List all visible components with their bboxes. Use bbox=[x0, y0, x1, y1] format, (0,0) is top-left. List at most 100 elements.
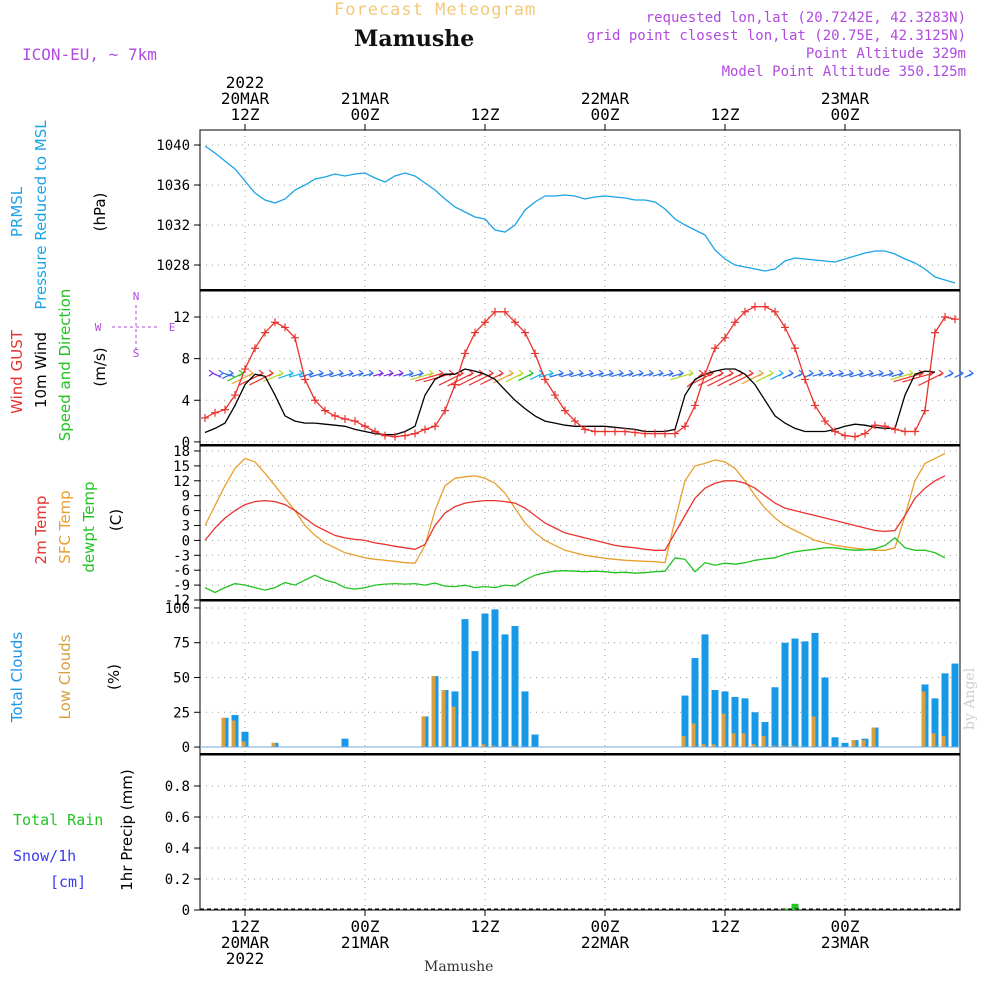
total-cloud-bar bbox=[691, 658, 699, 748]
gust-marker bbox=[951, 315, 959, 324]
gust-marker bbox=[751, 302, 759, 311]
gust-marker bbox=[651, 429, 659, 438]
wind-barb-head bbox=[268, 369, 274, 377]
precip-unit-label: 1hr Precip (mm) bbox=[118, 769, 136, 890]
low-cloud-bar bbox=[511, 745, 516, 748]
temp-2m-line bbox=[204, 475, 946, 551]
total-rain-label: Total Rain bbox=[13, 811, 103, 829]
requested-coords: requested lon,lat (20.7242E, 42.3283N) bbox=[645, 10, 966, 26]
total-cloud-bar bbox=[681, 695, 689, 748]
gust-marker bbox=[441, 406, 449, 415]
bottom-time-label: 00Z bbox=[831, 917, 860, 936]
gust-marker bbox=[901, 427, 909, 436]
wind-barb-head bbox=[908, 369, 914, 377]
wind-barb-head bbox=[628, 369, 634, 377]
gust-marker bbox=[231, 391, 239, 400]
low-cloud-bar bbox=[871, 727, 876, 748]
precipitation-frame bbox=[199, 754, 961, 911]
gust-marker bbox=[281, 323, 289, 332]
wind-barb bbox=[560, 372, 574, 378]
wind-barb-head bbox=[758, 369, 764, 377]
wind-barb-head bbox=[308, 369, 314, 377]
precipitation-ytick-label: 0.8 bbox=[165, 779, 190, 795]
wind-barb-head bbox=[508, 369, 514, 377]
top-time-label: 00Z bbox=[591, 105, 620, 124]
gust-marker bbox=[461, 349, 469, 358]
gust-marker bbox=[201, 413, 209, 422]
wind-barb-head bbox=[328, 369, 334, 377]
bottom-time-label: 2022 bbox=[226, 949, 265, 968]
low-cloud-bar bbox=[241, 741, 246, 748]
wind-compass: N W E S bbox=[95, 290, 176, 360]
low-cloud-bar bbox=[861, 740, 866, 748]
wind-barb bbox=[402, 372, 414, 377]
gust-marker bbox=[831, 427, 839, 436]
pressure-label-1: PRMSL bbox=[8, 186, 26, 237]
low-cloud-bar bbox=[741, 733, 746, 748]
clouds-unit-label: (%) bbox=[105, 664, 123, 690]
temperature-ytick-label: 0 bbox=[182, 533, 190, 549]
wind-barb-head bbox=[638, 369, 644, 377]
low-cloud-bar bbox=[771, 745, 776, 748]
wind-barb-head bbox=[598, 369, 604, 377]
grid-point-coords: grid point closest lon,lat (20.75E, 42.3… bbox=[586, 28, 966, 44]
top-time-label: 12Z bbox=[711, 105, 740, 124]
total-cloud-bar bbox=[711, 690, 719, 748]
temperature-ytick-label: 3 bbox=[182, 518, 190, 534]
gust-marker bbox=[911, 427, 919, 436]
wind-barb-head bbox=[698, 369, 704, 377]
total-cloud-bar bbox=[531, 734, 539, 748]
wind-barb-head bbox=[818, 369, 824, 377]
wind-barb-head bbox=[498, 369, 504, 377]
total-cloud-bar bbox=[821, 677, 829, 748]
wind-barbs bbox=[208, 369, 974, 388]
bottom-time-label: 20MAR bbox=[221, 933, 270, 952]
wind-barb bbox=[652, 372, 664, 377]
wind-barb bbox=[249, 372, 274, 386]
precipitation-grid: 0 0.2 0.4 0.6 0.8 bbox=[165, 755, 960, 919]
low-cloud-bar bbox=[441, 690, 446, 748]
wind-barb bbox=[457, 372, 484, 387]
low-cloud-bar bbox=[451, 706, 456, 748]
clouds-ytick-label: 100 bbox=[165, 601, 190, 617]
total-cloud-bar bbox=[811, 632, 819, 748]
low-cloud-bar bbox=[761, 735, 766, 748]
total-cloud-bar bbox=[831, 737, 839, 748]
temperature-ytick-label: -3 bbox=[173, 548, 190, 564]
low-cloud-bar bbox=[421, 716, 426, 748]
low-cloud-bar bbox=[691, 723, 696, 748]
precipitation-ytick-label: 0.2 bbox=[165, 872, 190, 888]
gust-marker bbox=[641, 429, 649, 438]
wind-barb-head bbox=[448, 369, 454, 377]
gust-marker bbox=[451, 380, 459, 389]
gust-marker bbox=[341, 414, 349, 423]
total-cloud-bar bbox=[461, 619, 469, 748]
precipitation-ytick-label: 0.6 bbox=[165, 810, 190, 826]
wind-barb-head bbox=[388, 369, 394, 377]
wind-barb-head bbox=[488, 369, 494, 377]
wind-barb bbox=[549, 372, 564, 378]
gust-marker bbox=[871, 421, 879, 430]
wind-barb bbox=[893, 372, 924, 383]
bottom-time-label: 00Z bbox=[351, 917, 380, 936]
wind-ytick-label: 0 bbox=[182, 435, 190, 451]
sfc-temp-label: SFC Temp bbox=[56, 490, 74, 563]
wind-barb bbox=[415, 372, 444, 382]
gust-marker bbox=[371, 427, 379, 436]
top-time-label: 20MAR bbox=[221, 89, 270, 108]
low-cloud-bar bbox=[751, 744, 756, 748]
top-time-label: 22MAR bbox=[581, 89, 630, 108]
gust-marker bbox=[561, 406, 569, 415]
gust-marker bbox=[271, 318, 279, 327]
temperature-ytick-label: -6 bbox=[173, 563, 190, 579]
wind-barb bbox=[662, 372, 674, 377]
pressure-ytick-label: 1032 bbox=[156, 218, 190, 234]
wind-barb-head bbox=[618, 369, 624, 377]
gust-marker bbox=[531, 349, 539, 358]
clouds-grid: 0 25 50 75 100 bbox=[165, 601, 960, 756]
bottom-time-label: 22MAR bbox=[581, 933, 630, 952]
wind-barb bbox=[480, 372, 504, 386]
top-time-label: 12Z bbox=[231, 105, 260, 124]
top-time-label: 12Z bbox=[471, 105, 500, 124]
wind-barb-head bbox=[348, 369, 354, 377]
